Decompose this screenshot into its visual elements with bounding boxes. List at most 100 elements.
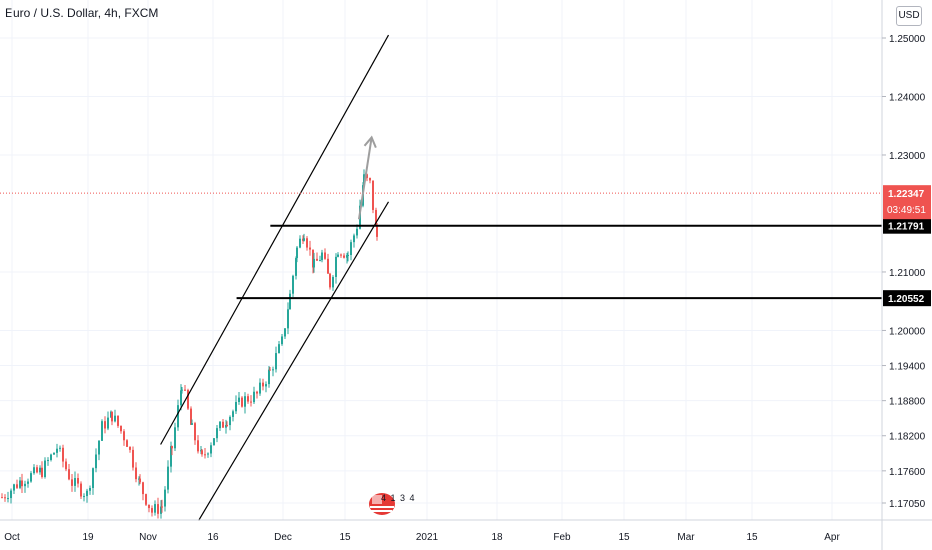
candle-body [369,177,371,181]
candle-body [47,459,49,461]
candle-body [329,273,331,288]
candle-body [132,449,134,468]
channel-line-upper[interactable] [160,34,390,445]
candle-body [151,508,153,513]
candle-body [303,238,305,241]
candle-body [39,467,41,473]
candle-body [232,411,234,417]
time-tick-label: Mar [677,532,695,543]
candle-body [346,255,348,258]
candle-body [340,254,342,256]
price-tick-label: 1.19400 [889,362,926,373]
candle-body [275,353,277,370]
candle-body [253,391,255,403]
time-tick-label: Apr [824,532,840,543]
candle-body [287,309,289,329]
candle-body [1,497,3,499]
candle-body [120,425,122,432]
channel-line-lower[interactable] [198,201,390,521]
candle-body [281,336,283,345]
time-tick-label: 19 [82,532,94,543]
candle-body [13,484,15,491]
last-price-label: 1.22347 [888,189,925,200]
candle-body [10,490,12,499]
candle-body [312,249,314,268]
candle-body [19,480,21,488]
candle-body [62,447,64,462]
time-tick-label: 15 [746,532,758,543]
level-label-bg [883,217,931,234]
candle-body [241,397,243,407]
candle-body [292,275,294,294]
candle-body [56,448,58,453]
candle-body [289,293,291,310]
candle-body [295,258,297,276]
candle-body [247,396,249,402]
candle-body [316,258,318,261]
countdown-label: 03:49:51 [887,205,926,216]
candle-body [313,258,315,268]
candle-body [278,344,280,354]
candle-body [74,478,76,486]
candle-body [191,423,193,425]
price-tick-label: 1.24000 [889,92,926,103]
candle-body [135,467,137,480]
chart-title: Euro / U.S. Dollar, 4h, FXCM [5,6,159,20]
candle-body [164,489,166,507]
candle-body [24,483,26,487]
candle-body [154,504,156,513]
candle-body [376,226,378,237]
candle-body [123,431,125,441]
candle-body [187,389,189,409]
candle-body [201,450,203,455]
candle-body [238,397,240,403]
projection-arrow-shaft[interactable] [357,137,373,220]
candle-body [92,468,94,488]
price-tick-label: 1.18800 [889,397,926,408]
candle-body [27,481,29,484]
candle-body [262,382,264,387]
candle-body [207,453,209,455]
candle-body [197,440,199,452]
candle-body [77,478,79,484]
currency-button[interactable]: USD [896,6,922,26]
time-axis: Oct 19 Nov 16 Dec 15 2021 18 Feb 15 Mar 15 Apr [0,519,932,543]
time-tick-label: 15 [339,532,351,543]
candle-body [332,276,334,288]
candle-body [30,473,32,482]
candle-body [44,460,46,477]
candle-body [184,389,186,391]
price-tick-label: 1.18200 [889,432,926,443]
candle-body [50,454,52,460]
candle-body [53,452,55,455]
candle-body [167,466,169,490]
last-price-bg [883,185,931,220]
time-tick-label: Feb [553,532,571,543]
drawings [0,34,882,521]
candle-body [216,428,218,439]
level-label: 1.21791 [888,222,925,233]
candle-body [171,446,173,449]
candle-body [80,483,82,497]
candle-body [7,498,9,500]
candle-body [204,454,206,456]
time-tick-label: 18 [491,532,503,543]
projection-arrow-head [363,135,377,148]
candle-body [33,467,35,474]
candle-body [117,415,119,426]
candle-body [222,421,224,428]
candle-body [356,228,358,236]
candle-body [181,389,183,391]
candle-body [353,235,355,243]
candle-body [213,438,215,446]
candle-body [372,180,374,210]
candle-body [366,174,368,178]
candle-body [161,506,163,508]
time-tick-label: 16 [207,532,219,543]
candle-body [235,402,237,412]
candle-body [265,384,267,387]
price-tick-label: 1.23000 [889,151,926,162]
candle-body [299,238,301,248]
candle-body [104,421,106,429]
